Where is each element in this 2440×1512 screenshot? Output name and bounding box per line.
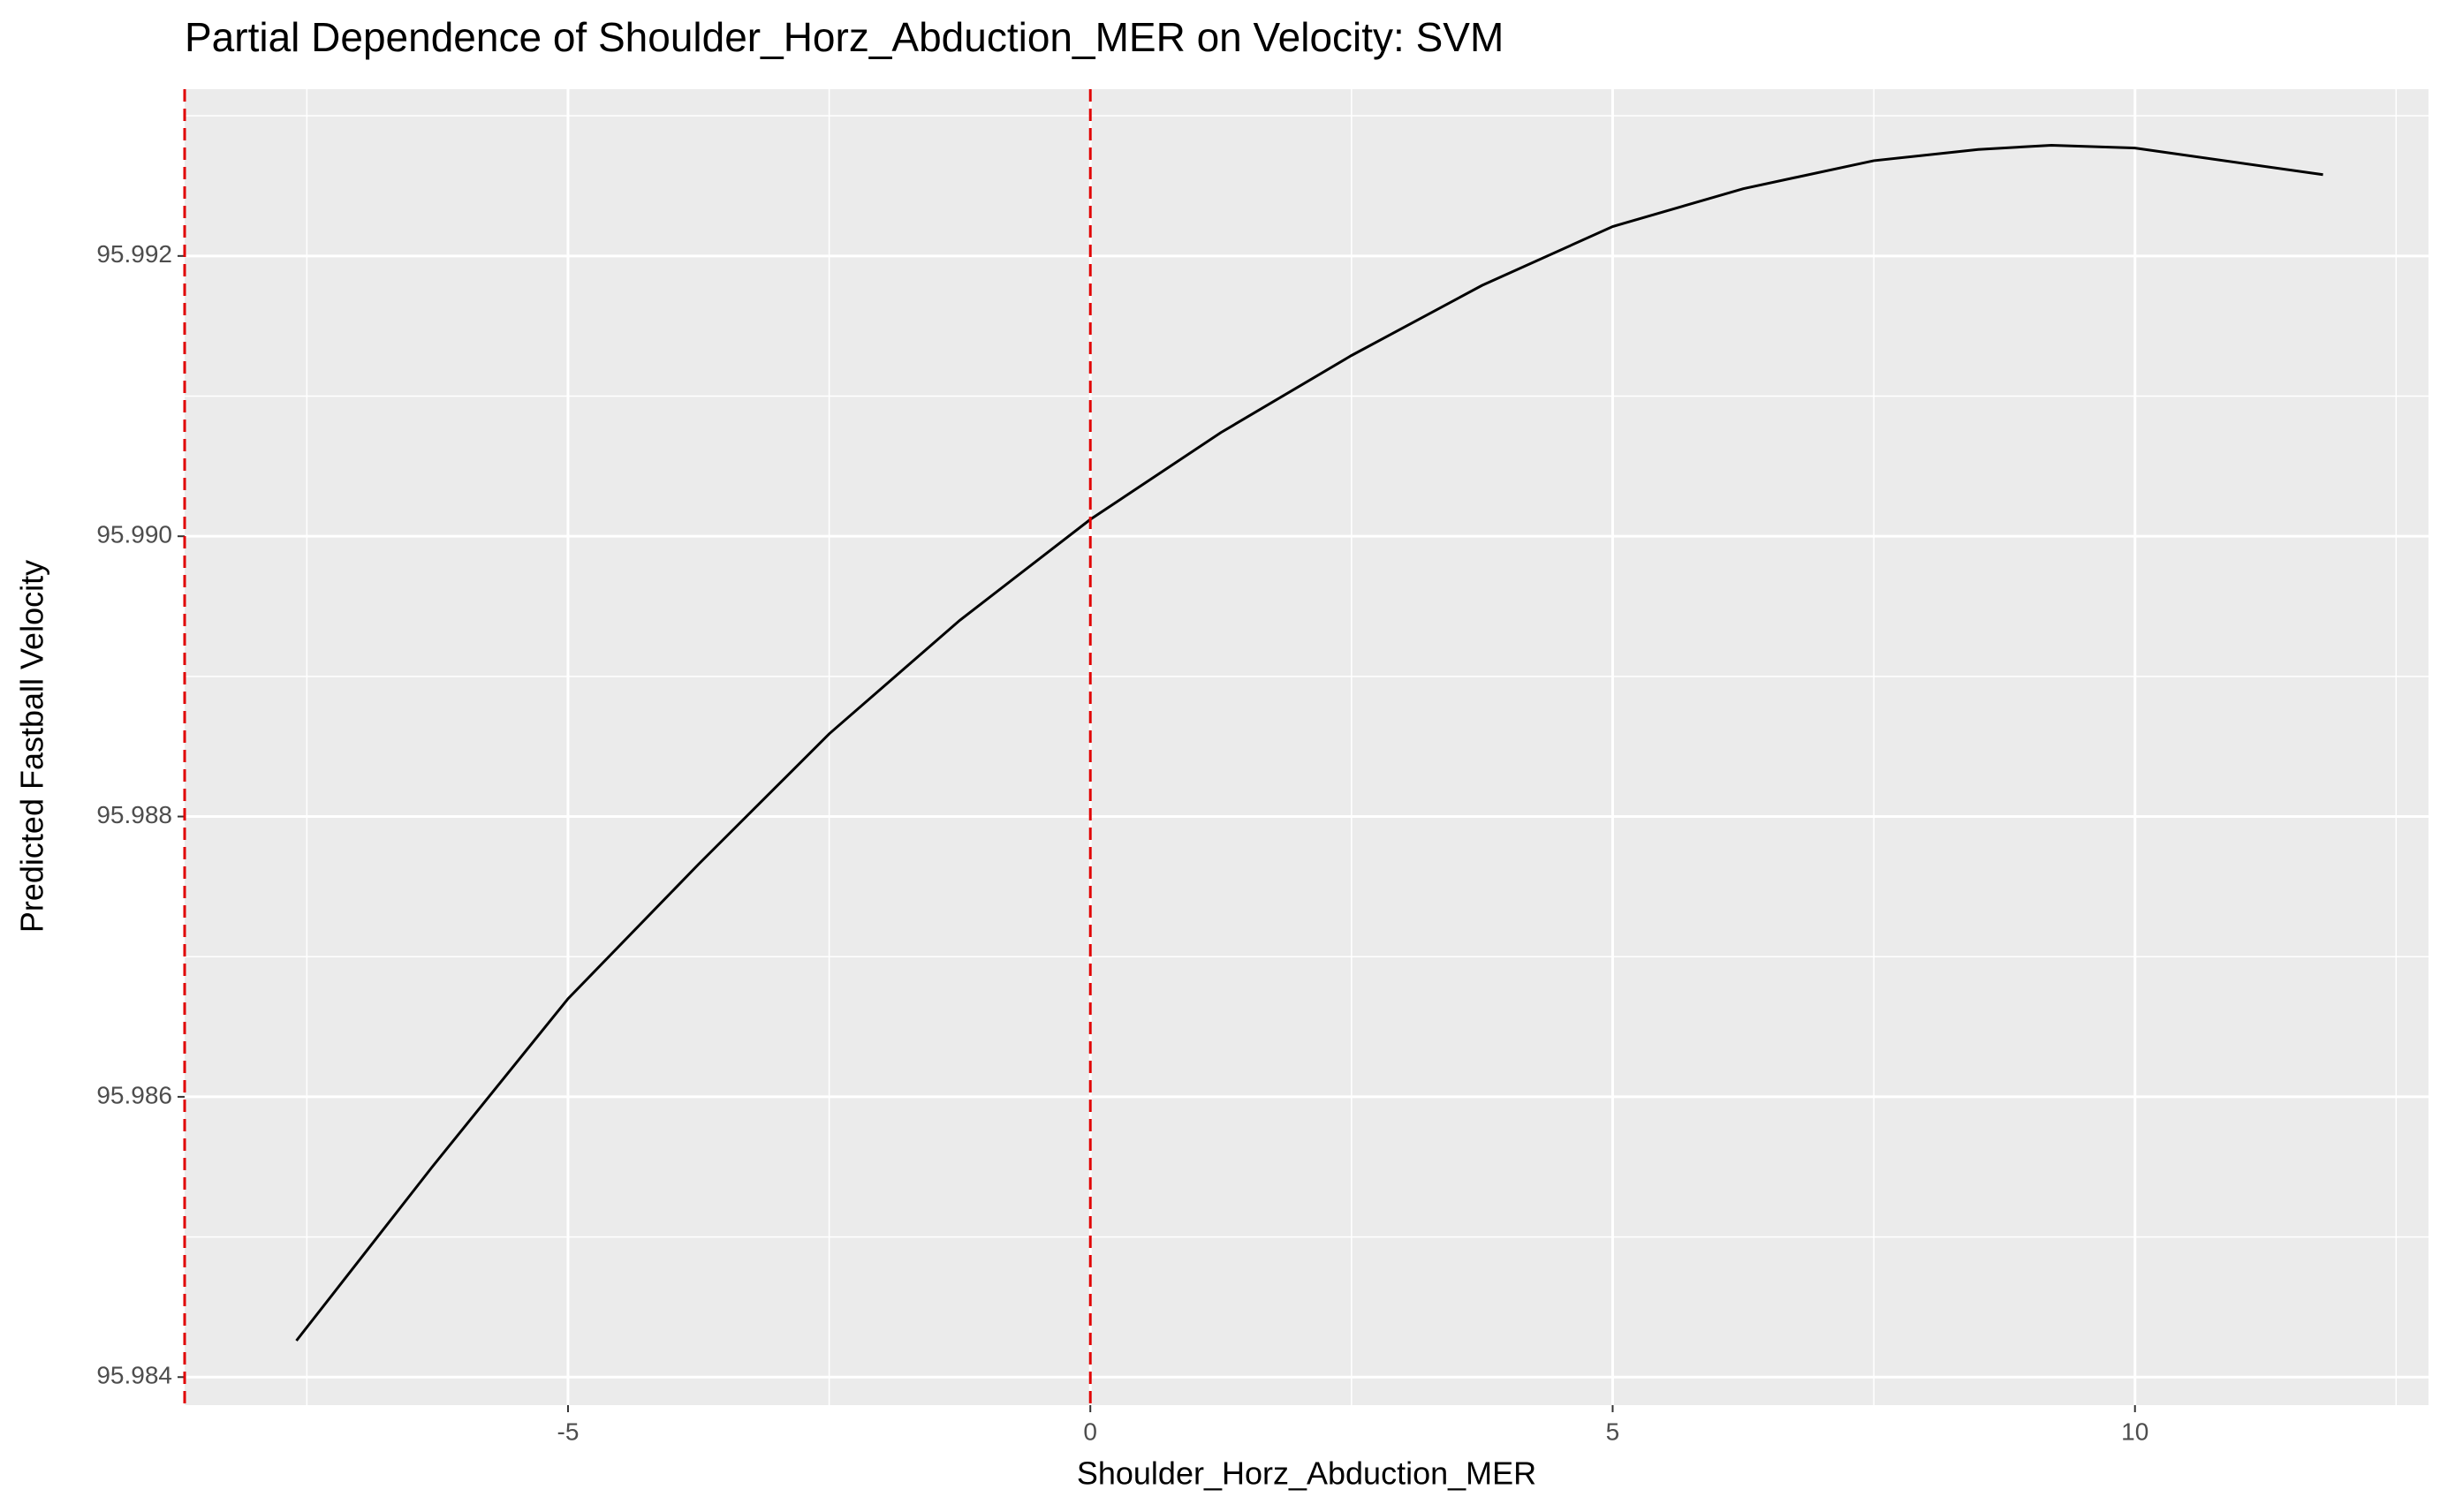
y-axis-title: Predicted Fastball Velocity [14, 560, 50, 933]
chart-title: Partial Dependence of Shoulder_Horz_Abdu… [185, 14, 1504, 60]
panel [185, 89, 2429, 1405]
line [295, 143, 2323, 1342]
y-tick-label: 95.984 [96, 1362, 172, 1389]
y-tick-label: 95.990 [96, 521, 172, 548]
x-tick-label: 0 [1083, 1418, 1097, 1445]
x-tick-label: 5 [1606, 1418, 1620, 1445]
y-tick-label: 95.992 [96, 240, 172, 268]
x-tick-label: -5 [557, 1418, 580, 1445]
y-tick-label: 95.986 [96, 1081, 172, 1108]
x-axis-title: Shoulder_Horz_Abduction_MER [1077, 1455, 1536, 1492]
x-tick-label: 10 [2121, 1418, 2148, 1445]
y-tick-label: 95.988 [96, 801, 172, 828]
